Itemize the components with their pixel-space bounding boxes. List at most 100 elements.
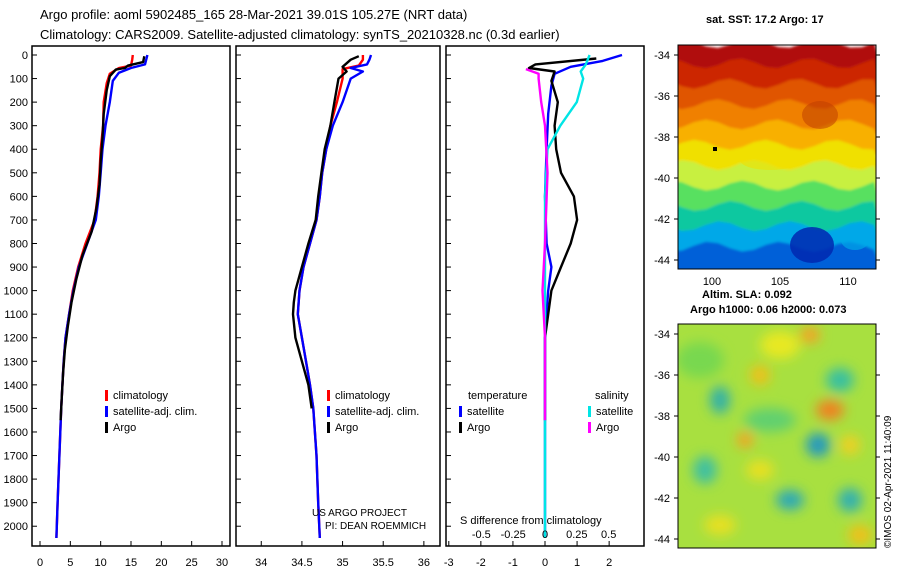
depth-tick-label: 500 xyxy=(10,168,28,180)
project-annotation: US ARGO PROJECT xyxy=(312,508,407,519)
x-tick-label-top: 0 xyxy=(542,557,548,569)
map-lat-label: -42 xyxy=(654,214,670,226)
depth-tick-label: 100 xyxy=(10,74,28,86)
map-lat-label: -44 xyxy=(654,255,670,267)
depth-tick-label: 1500 xyxy=(4,403,28,415)
pi-annotation: PI: DEAN ROEMMICH xyxy=(325,521,426,532)
series-line-temperature-satellite xyxy=(543,53,623,538)
map-lat-label: -34 xyxy=(654,50,670,62)
depth-tick-label: 1200 xyxy=(4,333,28,345)
x-tick-label: 0 xyxy=(37,557,43,569)
sla-title-line-1: Altim. SLA: 0.092 xyxy=(702,289,792,301)
x-tick-label: 15 xyxy=(125,557,137,569)
depth-tick-label: 1300 xyxy=(4,356,28,368)
x-tick-label: 35.5 xyxy=(373,557,394,569)
series-line-temperature-argo xyxy=(527,57,597,421)
x-tick-label: 34.5 xyxy=(291,557,312,569)
legend-swatch-climatology xyxy=(105,390,108,401)
series-line-salinity-argo xyxy=(525,67,549,421)
legend-label-satellite: satellite-adj. clim. xyxy=(335,406,419,418)
legend-title-temperature: temperature xyxy=(468,390,527,402)
series-line-argo xyxy=(59,55,146,421)
depth-tick-label: 300 xyxy=(10,121,28,133)
title-line-1: Argo profile: aoml 5902485_165 28-Mar-20… xyxy=(40,7,467,22)
x-tick-label: 36 xyxy=(418,557,430,569)
x-tick-label-top: 1 xyxy=(574,557,580,569)
map-lat-label: -36 xyxy=(654,370,670,382)
legend-swatch-temp-argo xyxy=(459,422,462,433)
depth-tick-label: 400 xyxy=(10,144,28,156)
legend-label-climatology: climatology xyxy=(113,390,169,402)
sst-map-axes: -34 -36 -38 -40 -42 -44 100 105 110 xyxy=(654,50,880,288)
credit-text: ©IMOS 02-Apr-2021 11:40:09 xyxy=(883,415,894,548)
depth-tick-label: 1800 xyxy=(4,474,28,486)
temperature-legend: climatology satellite-adj. clim. Argo xyxy=(105,390,197,434)
depth-tick-label: 600 xyxy=(10,191,28,203)
temperature-chart: 0100200300400500600700800900100011001200… xyxy=(4,50,451,569)
map-lat-label: -36 xyxy=(654,91,670,103)
legend-swatch-temp-satellite xyxy=(459,406,462,417)
legend-swatch-climatology xyxy=(327,390,330,401)
difference-legend: temperature salinity satellite Argo sate… xyxy=(459,390,633,527)
sst-map-image xyxy=(678,45,876,269)
map-lat-label: -44 xyxy=(654,534,670,546)
salinity-legend: climatology satellite-adj. clim. Argo US… xyxy=(312,390,426,532)
legend-title-salinity: salinity xyxy=(595,390,629,402)
x-tick-label: 25 xyxy=(186,557,198,569)
map-lat-label: -40 xyxy=(654,173,670,185)
x-tick-label: 10 xyxy=(95,557,107,569)
x-tick-label-top: -3 xyxy=(444,557,454,569)
legend-swatch-argo xyxy=(327,422,330,433)
map-lat-label: -38 xyxy=(654,411,670,423)
map-lat-label: -40 xyxy=(654,452,670,464)
sla-map-frame xyxy=(677,323,877,549)
legend-label-satellite: satellite-adj. clim. xyxy=(113,406,197,418)
sst-map-title: sat. SST: 17.2 Argo: 17 xyxy=(706,14,824,26)
difference-chart: -3 -2 -1 0 1 2 -0.5 -0.25 0 0.25 0.5 xyxy=(444,53,623,569)
map-lon-label: 100 xyxy=(703,276,721,288)
depth-tick-label: 1000 xyxy=(4,286,28,298)
title-line-2: Climatology: CARS2009. Satellite-adjuste… xyxy=(40,27,560,42)
depth-tick-label: 200 xyxy=(10,97,28,109)
depth-tick-label: 1900 xyxy=(4,498,28,510)
map-lat-label: -38 xyxy=(654,132,670,144)
legend-label-temp-satellite: satellite xyxy=(467,406,504,418)
sla-title-line-2: Argo h1000: 0.06 h2000: 0.073 xyxy=(690,304,847,316)
salinity-panel-frame xyxy=(235,45,441,547)
depth-tick-label: 1700 xyxy=(4,451,28,463)
depth-tick-label: 700 xyxy=(10,215,28,227)
legend-label-argo: Argo xyxy=(113,422,136,434)
depth-tick-label: 0 xyxy=(22,50,28,62)
legend-swatch-argo xyxy=(105,422,108,433)
depth-tick-label: 1100 xyxy=(4,309,28,321)
depth-tick-label: 800 xyxy=(10,238,28,250)
legend-swatch-sal-satellite xyxy=(588,406,591,417)
temperature-panel-frame xyxy=(31,45,231,547)
x-tick-label-bottom: 0.25 xyxy=(566,529,587,541)
map-lon-label: 105 xyxy=(771,276,789,288)
x-tick-label: 20 xyxy=(155,557,167,569)
x-tick-label-bottom: -0.25 xyxy=(501,529,526,541)
map-lon-label: 110 xyxy=(839,276,857,288)
x-tick-label: 5 xyxy=(67,557,73,569)
x-tick-label-bottom: -0.5 xyxy=(472,529,491,541)
difference-axis-title: S difference from climatology xyxy=(460,515,602,527)
x-tick-label-bottom: 0 xyxy=(542,529,548,541)
legend-swatch-sal-argo xyxy=(588,422,591,433)
series-line-satellite-adj-clim- xyxy=(296,54,373,539)
x-tick-label-top: -2 xyxy=(476,557,486,569)
depth-tick-label: 1400 xyxy=(4,380,28,392)
x-tick-label-bottom: 0.5 xyxy=(601,529,616,541)
depth-tick-label: 900 xyxy=(10,262,28,274)
x-tick-label: 30 xyxy=(216,557,228,569)
depth-tick-label: 2000 xyxy=(4,521,28,533)
legend-swatch-satellite xyxy=(327,406,330,417)
legend-label-sal-satellite: satellite xyxy=(596,406,633,418)
depth-tick-label: 1600 xyxy=(4,427,28,439)
map-lat-label: -42 xyxy=(654,493,670,505)
legend-label-argo: Argo xyxy=(335,422,358,434)
x-tick-label: 34 xyxy=(255,557,267,569)
salinity-chart: 34 34.5 35 35.5 36 xyxy=(255,54,430,569)
